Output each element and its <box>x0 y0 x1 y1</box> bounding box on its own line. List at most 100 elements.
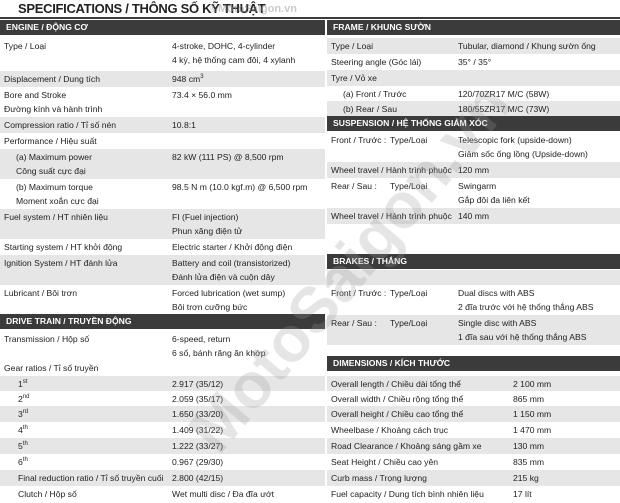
value: 835 mm <box>513 457 545 467</box>
value: 17 lít <box>513 489 532 499</box>
title-rule <box>0 17 620 19</box>
value: Wet multi disc / Đa đĩa ướt <box>172 489 274 499</box>
label: Lubricant / Bôi trơn <box>4 288 77 298</box>
row-band <box>0 470 325 486</box>
value: Tubular, diamond / Khung sườn ống <box>458 41 596 51</box>
value: Đánh lửa điện và cuộn dây <box>172 272 275 282</box>
row-band <box>0 438 325 454</box>
sub-label: Type/Loại <box>390 181 428 191</box>
label: Compression ratio / Tỉ số nén <box>4 120 117 130</box>
value: 1.409 (31/22) <box>172 425 224 435</box>
section-header: FRAME / KHUNG SƯỜN <box>327 20 620 35</box>
label: (b) Rear / Sau <box>343 104 397 114</box>
label-sup: st <box>22 379 28 386</box>
value: Battery and coil (transistorized) <box>172 258 291 268</box>
section-header: SUSPENSION / HỆ THỐNG GIẢM XÓC <box>327 116 620 131</box>
row-band <box>327 70 620 86</box>
value: 1.222 (33/27) <box>172 441 224 451</box>
row-band <box>327 38 620 54</box>
row-band <box>0 255 325 285</box>
label-text: 2 <box>18 394 23 404</box>
label-text: 4 <box>18 425 23 435</box>
row-band <box>327 376 620 391</box>
label: Type / Loại <box>4 41 47 51</box>
value: 865 mm <box>513 394 545 404</box>
label: (a) Maximum power <box>16 152 92 162</box>
row-band <box>327 162 620 178</box>
label-text: 1 <box>18 379 23 389</box>
sub-label: Type/Loại <box>390 135 428 145</box>
label: Curb mass / Trọng lượng <box>331 473 427 483</box>
value: 130 mm <box>513 441 545 451</box>
value: Forced lubrication (wet sump) <box>172 288 286 298</box>
value-text: 948 cm <box>172 74 201 84</box>
value: 1 đĩa sau với hệ thống thắng ABS <box>458 332 587 342</box>
value: 2.917 (35/12) <box>172 379 224 389</box>
label: Wheel travel / Hành trình phuộc <box>331 165 452 175</box>
label: Type / Loại <box>331 41 374 51</box>
label: Seat Height / Chiều cao yên <box>331 457 439 467</box>
value: 2 100 mm <box>513 379 552 389</box>
value: Phun xăng điện tử <box>172 226 243 236</box>
label: Overall height / Chiều cao tổng thể <box>331 409 464 419</box>
row-band <box>327 315 620 345</box>
label: Tyre / Vỏ xe <box>331 73 377 83</box>
value: Giảm sốc ống lồng (Upside-down) <box>458 149 588 159</box>
label-sup: rd <box>22 409 29 416</box>
value: 215 kg <box>513 473 539 483</box>
label: Fuel system / HT nhiên liệu <box>4 212 108 222</box>
label: Rear / Sau : <box>331 318 377 328</box>
label: Steering angle (Góc lái) <box>331 57 422 67</box>
row-band <box>0 376 325 391</box>
value: 6-speed, return <box>172 334 231 344</box>
value: FI (Fuel injection) <box>172 212 239 222</box>
label: 6th <box>18 456 28 468</box>
row-band <box>327 438 620 454</box>
row-band <box>327 208 620 224</box>
label: 5th <box>18 440 28 452</box>
label: Performance / Hiệu suất <box>4 136 97 146</box>
label: Bore and Stroke <box>4 90 67 100</box>
value: 1 150 mm <box>513 409 552 419</box>
value: Telescopic fork (upside-down) <box>458 135 572 145</box>
row-band <box>0 117 325 133</box>
label: Final reduction ratio / Tỉ số truyền cuố… <box>18 473 164 483</box>
value: Swingarm <box>458 181 497 191</box>
value: 180/55ZR17 M/C (73W) <box>458 104 550 114</box>
label: Moment xoắn cực đại <box>16 196 99 206</box>
value: 73.4 × 56.0 mm <box>172 90 232 100</box>
label: Displacement / Dung tích <box>4 74 101 84</box>
value: 6 số, bánh răng ăn khớp <box>172 348 266 358</box>
label: Front / Trước : <box>331 288 387 298</box>
label: Rear / Sau : <box>331 181 377 191</box>
row-band <box>0 209 325 239</box>
row-band <box>0 406 325 422</box>
label: Đường kính và hành trình <box>4 104 103 114</box>
value: 2.800 (42/15) <box>172 473 224 483</box>
label-text: 6 <box>18 457 23 467</box>
label: 1st <box>18 378 27 390</box>
value: 0.967 (29/30) <box>172 457 224 467</box>
value-sup: 3 <box>200 74 204 81</box>
label: 4th <box>18 424 28 436</box>
label: Gear ratios / Tỉ số truyền <box>4 363 99 373</box>
row-band <box>327 101 620 116</box>
label: Transmission / Hộp số <box>4 334 90 344</box>
label-sup: nd <box>22 394 30 401</box>
label: Front / Trước : <box>331 135 387 145</box>
value: 120 mm <box>458 165 490 175</box>
sub-label: Type/Loại <box>390 288 428 298</box>
row-band <box>327 470 620 486</box>
value: 2.059 (35/17) <box>172 394 224 404</box>
section-header: BRAKES / THẮNG <box>327 254 620 269</box>
label: Công suất cực đại <box>16 166 86 176</box>
title: SPECIFICATIONS / THÔNG SỐ KỸ THUẬT <box>18 1 266 16</box>
row-band <box>327 406 620 422</box>
label: (a) Front / Trước <box>343 89 407 99</box>
blank-row <box>327 270 620 285</box>
watermark-top: ©MotoSaigon.vn <box>210 3 297 15</box>
value: Bôi trơn cưỡng bức <box>172 302 248 312</box>
value: 98.5 N m (10.0 kgf.m) @ 6,500 rpm <box>172 182 308 192</box>
label-text: 5 <box>18 441 23 451</box>
